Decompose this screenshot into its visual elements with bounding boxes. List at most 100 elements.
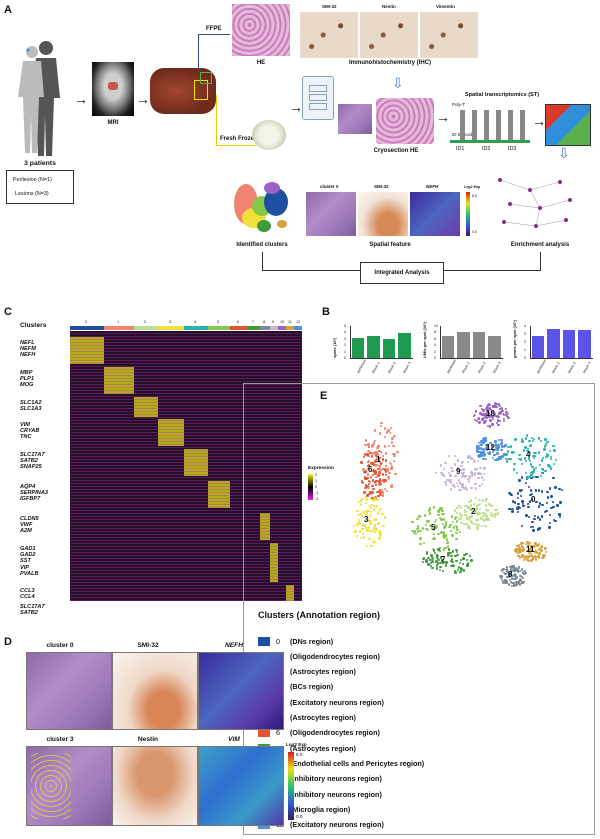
umap-point [533,517,536,521]
umap-point [374,497,378,500]
umap-cluster-label: 8 [508,570,513,579]
cryosection-zoom [376,98,434,144]
umap-point [503,580,506,583]
tissue-specimen [150,68,216,114]
umap-cluster-label: 7 [441,555,446,564]
umap-small [232,178,292,238]
umap-point [491,411,494,414]
umap-point [516,507,520,511]
umap-point [444,483,447,486]
umap-point [554,486,557,489]
umap-point [530,476,533,479]
umap-point [497,420,501,423]
gene-group: CCL3 CCL4 [20,588,35,600]
umap-point [365,511,369,514]
umap-point [521,476,524,479]
umap-point [482,511,485,515]
umap-point [485,514,488,518]
umap-point [366,453,370,456]
umap-point [456,528,459,532]
umap-point [552,477,555,480]
umap-point [480,443,483,446]
umap-point [522,571,525,574]
umap-point [474,497,477,500]
heatmap-high-block [270,543,278,582]
umap-point [452,483,455,487]
umap-point [550,495,553,498]
umap-point [479,451,483,454]
umap-point [526,550,529,553]
umap-point [367,482,371,486]
umap-point [374,495,377,499]
umap-point [359,504,362,507]
umap-point [515,471,519,475]
umap-point [441,522,445,525]
umap-point [361,532,365,536]
cluster-legend-label: (Oligodendrocytes region) [290,728,380,738]
umap-point [460,464,463,468]
umap-point [370,545,373,548]
umap-point [436,555,439,558]
umap-point [507,445,510,449]
umap-point [541,459,544,462]
umap-point [484,524,487,527]
bar-chart-category: perilesion [535,358,547,374]
gene-label: SST [20,558,31,565]
umap-point [440,507,444,510]
umap-point [529,493,532,497]
umap-point [381,513,384,516]
umap-point [540,546,543,549]
umap-point [493,402,497,405]
umap-point [369,476,372,479]
umap-point [387,475,390,479]
umap-point [368,491,372,494]
umap-point [497,444,500,447]
umap-point [497,457,500,461]
umap-point [366,477,369,480]
umap-point [377,467,380,471]
umap-point [459,514,463,518]
umap-point [532,456,535,460]
umap-point [466,517,469,520]
umap-point [465,515,469,519]
bar-chart-tick: 0 [344,356,346,360]
umap-point [379,493,382,496]
umap-point [498,404,502,408]
umap-point [546,496,550,499]
umap-point [389,462,393,466]
cluster-legend-label: (Endothelial cells and Pericytes region) [290,758,425,768]
umap-point [437,548,440,551]
arrow-to-slide: → [289,99,303,115]
umap-point [545,501,549,505]
bar-chart-bar [488,335,501,358]
umap-point [503,413,506,417]
umap-point [424,523,428,526]
umap-point [365,485,369,489]
umap-point [482,416,485,420]
umap-point [440,512,444,515]
umap-point [534,489,537,492]
gene-label: PLP1 [20,376,34,383]
umap-point [371,499,375,502]
umap-point [486,509,489,512]
umap-point [519,506,522,510]
umap-point [490,445,494,448]
umap-point [375,464,378,467]
umap-point [451,515,454,518]
umap-point [515,581,518,584]
umap-point [442,536,446,539]
umap-point [357,518,361,522]
umap-point [416,517,420,520]
umap-point [484,414,487,417]
umap-point [441,473,444,477]
umap-point [357,500,361,503]
umap-point [521,500,524,503]
umap-point [554,459,558,462]
umap-point [475,504,479,508]
heatmap-high-block [260,513,270,540]
umap-point [367,479,371,482]
umap-point [392,444,395,448]
umap-point [508,578,511,582]
umap-point [427,519,431,522]
umap-point [381,494,385,497]
